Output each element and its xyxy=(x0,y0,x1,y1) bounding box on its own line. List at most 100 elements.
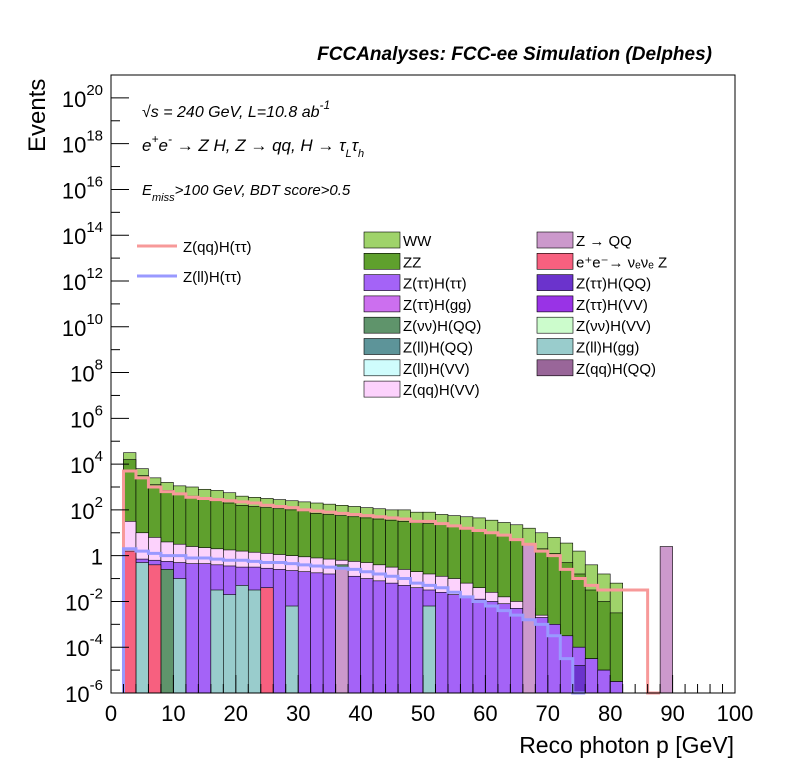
legend-label: Z(qq)H(QQ) xyxy=(576,361,656,378)
process-tau2: τ xyxy=(351,136,358,155)
legend-swatch xyxy=(363,380,401,398)
y-tick-base: 10 xyxy=(65,590,89,615)
x-tick-label: 30 xyxy=(286,701,310,726)
legend-swatch xyxy=(363,338,401,355)
y-tick-base: 10 xyxy=(62,178,86,203)
bar-zqq xyxy=(335,566,349,694)
process-minus: - xyxy=(167,132,172,146)
legend-swatch xyxy=(363,274,401,291)
bar-ztautau xyxy=(410,587,424,694)
y-tick-label: 108 xyxy=(70,357,103,387)
bar-ztautau xyxy=(385,582,399,694)
cut-rest: >100 GeV, BDT score>0.5 xyxy=(174,182,351,199)
y-tick-base: 10 xyxy=(65,636,89,661)
x-tick-label: 10 xyxy=(161,701,185,726)
bar-ztautau xyxy=(360,578,374,694)
bar-zllhgg xyxy=(223,594,237,694)
bar-zz xyxy=(609,612,623,694)
y-tick-base: 10 xyxy=(62,87,86,112)
bar-ztautau xyxy=(460,596,474,694)
bar-ztautau xyxy=(485,601,499,694)
x-tick-label: 80 xyxy=(598,701,622,726)
y-tick-base: 10 xyxy=(70,453,94,478)
x-tick-label: 100 xyxy=(717,701,754,726)
bar-ztautau xyxy=(297,571,311,694)
process-sub-h: h xyxy=(358,148,365,160)
x-tick-label: 20 xyxy=(224,701,248,726)
bar-zllhgg xyxy=(235,585,249,694)
y-tick-exponent: -6 xyxy=(90,677,103,694)
bar-ztautau xyxy=(322,573,336,694)
legend-swatch xyxy=(363,359,401,377)
y-tick-exponent: 8 xyxy=(95,357,103,374)
y-tick-label: 1018 xyxy=(62,128,103,158)
bar-ztautauhqq xyxy=(572,665,586,694)
annotation-energy-text: s = 240 GeV, L=10.8 ab xyxy=(150,104,320,121)
bar-ztautau xyxy=(609,681,623,694)
y-tick-label: 1010 xyxy=(62,311,103,341)
legend-swatch xyxy=(536,359,574,377)
bar-ztautau xyxy=(559,635,574,694)
annotation-energy-lumi: √s = 240 GeV, L=10.8 ab-1 xyxy=(142,98,330,122)
bar-ztautau xyxy=(447,594,461,694)
y-tick-label: 10-4 xyxy=(65,631,103,661)
bar-zllhgg xyxy=(285,605,299,694)
legend-label: Z(νν)H(VV) xyxy=(576,318,651,335)
signal-lines xyxy=(121,469,661,695)
bar-ztautau xyxy=(472,598,486,694)
y-tick-label: 1 xyxy=(91,545,103,570)
legend-label: Z → QQ xyxy=(576,233,632,250)
line-signal-zll-htautau xyxy=(121,547,586,695)
y-tick-exponent: -2 xyxy=(90,585,103,602)
annotation-process: e+e- → Z H, Z → qq, H → τLτh xyxy=(142,132,364,160)
bar-ztautau xyxy=(510,608,524,694)
bar-eez xyxy=(123,550,137,694)
process-decay: → Z H, Z → qq, H → τ xyxy=(176,136,346,155)
bar-zllhgg xyxy=(210,589,224,694)
x-tick-label: 50 xyxy=(411,701,435,726)
legend-label: Z(ll)H(VV) xyxy=(403,361,470,378)
legend-label: ZZ xyxy=(403,254,421,271)
process-plus: + xyxy=(151,132,159,146)
line-signal-zqq-htautau xyxy=(121,469,661,695)
legend-swatch xyxy=(363,231,401,249)
cut-emiss-sub: miss xyxy=(152,192,175,204)
y-tick-exponent: 12 xyxy=(86,265,103,282)
y-tick-exponent: 2 xyxy=(95,494,103,511)
y-tick-exponent: 16 xyxy=(86,173,103,190)
annotation-cuts: Emiss>100 GeV, BDT score>0.5 xyxy=(142,182,351,204)
bar-ztautau xyxy=(535,617,549,694)
y-tick-label: 102 xyxy=(70,494,103,524)
y-tick-label: 1016 xyxy=(62,173,103,203)
cut-emiss: E xyxy=(142,182,153,199)
y-tick-base: 10 xyxy=(70,499,94,524)
y-tick-label: 1014 xyxy=(62,219,103,249)
bar-zllhgg xyxy=(173,578,187,694)
x-tick-label: 40 xyxy=(348,701,372,726)
y-tick-label: 1020 xyxy=(62,82,103,112)
y-tick-exponent: 6 xyxy=(95,402,103,419)
bar-zllhgg xyxy=(135,562,149,694)
legend-label: Z(νν)H(QQ) xyxy=(403,318,481,335)
bar-ztautau xyxy=(185,563,199,694)
x-axis-label: Reco photon p [GeV] xyxy=(519,732,734,758)
bar-eez xyxy=(260,587,274,694)
x-tick-label: 0 xyxy=(105,701,117,726)
x-tick-label: 70 xyxy=(536,701,560,726)
legend-swatch xyxy=(536,253,574,270)
process-sub-l: L xyxy=(345,148,352,160)
sqrt-symbol: √ xyxy=(142,104,151,121)
legend-label: e⁺e⁻→ νₑνₑ Z xyxy=(576,254,667,271)
legend-label: Z(ττ)H(VV) xyxy=(576,297,648,314)
y-tick-exponent: 4 xyxy=(95,448,103,465)
process-e1: e xyxy=(142,136,152,155)
x-tick-label: 90 xyxy=(660,701,684,726)
y-axis: 10-610-410-21102104106108101010121014101… xyxy=(62,74,129,707)
y-tick-exponent: 18 xyxy=(86,128,103,145)
legend-label: Z(qq)H(ττ) xyxy=(183,239,252,256)
y-tick-base: 10 xyxy=(62,270,86,295)
legend-label: Z(ττ)H(gg) xyxy=(403,297,472,314)
legend-swatch xyxy=(536,338,574,355)
process-e2: e xyxy=(158,136,168,155)
